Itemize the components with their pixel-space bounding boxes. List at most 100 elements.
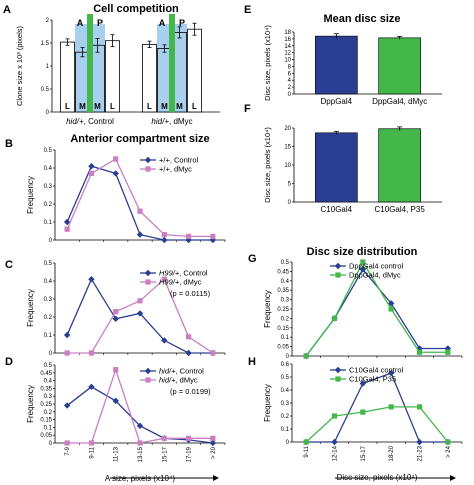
panel-b-ytick-label: 0.1 <box>44 220 53 226</box>
panel-d-point <box>185 435 192 441</box>
panel-f-ytick-label: 15 <box>284 145 291 151</box>
panel-a-top-label: A <box>77 18 84 28</box>
panel-f-bar <box>378 128 422 203</box>
panel-h-xtick-label: 9-11 <box>304 445 310 457</box>
panel-h-point <box>416 404 423 410</box>
panel-g-ytick-label: 0.1 <box>281 335 290 341</box>
panel-d-legend-label: hid/+, Control <box>159 367 204 376</box>
panel-c-ytick-label: 0.5 <box>44 261 53 267</box>
panel-e-category-label: DppGal4 <box>321 97 353 106</box>
panel-a-ap-boundary <box>169 14 175 112</box>
panel-b-point <box>88 170 95 176</box>
panel-b-series-line <box>66 165 213 241</box>
panel-c-point <box>63 331 71 339</box>
panel-d-ylabel: Frequency <box>26 385 35 423</box>
panel-c-legend-marker <box>145 279 151 285</box>
panel-b-point <box>185 233 192 239</box>
panel-c-point <box>88 350 95 356</box>
panel-d-xtick-label: 13-15 <box>138 446 144 462</box>
panel-c-point <box>136 310 144 317</box>
panel-d-ytick-label: 0.15 <box>40 418 52 424</box>
panel-g-point <box>360 259 366 265</box>
panel-e-ytick-label: 2 <box>288 85 292 91</box>
panel-h-series-line <box>306 372 448 443</box>
panel-letter-b: B <box>5 138 13 150</box>
panel-g-legend-marker <box>335 272 341 278</box>
panel-h-xlabel: Disc size, pixels (x10⁴) <box>337 473 418 482</box>
panel-d-point <box>209 439 217 447</box>
panel-e-ytick-label: 18 <box>284 30 291 36</box>
panel-d-xtick-label: 9-11 <box>89 446 95 458</box>
panel-a-bar-cat: M <box>79 102 86 111</box>
panel-a-group-label: hid/+, dMyc <box>151 117 192 126</box>
panel-d-ytick-label: 0.25 <box>40 402 52 408</box>
panel-d-legend-label: hid/+, dMyc <box>159 376 198 385</box>
panel-d-point <box>113 367 119 373</box>
panel-b-point <box>63 218 71 226</box>
panel-f-category-label: C10Gal4 <box>321 205 353 214</box>
panel-d-ytick-label: 0.35 <box>40 386 52 392</box>
panel-h-xtick-label: 12-14 <box>333 445 339 461</box>
panel-c-point <box>137 298 143 304</box>
panel-h-ytick-label: 0 <box>286 440 290 446</box>
panel-h-xtick-label: > 24 <box>446 445 452 458</box>
panel-d-point <box>88 440 95 446</box>
panel-h-xtick-label: 15-17 <box>361 445 367 461</box>
panel-c-ytick-label: 0.4 <box>44 279 53 285</box>
panel-b-ytick-label: 0.5 <box>44 148 53 154</box>
panel-e-ytick-label: 10 <box>284 58 291 64</box>
panel-b-legend-marker <box>144 156 152 164</box>
panel-a-ytick-label: 1 <box>46 64 50 70</box>
panel-d-ytick-label: 0.5 <box>44 363 53 369</box>
panel-letter-a: A <box>3 4 11 16</box>
panel-g-legend-label: DppGal4 control <box>349 262 404 271</box>
panel-h-series-line <box>305 406 449 443</box>
panel-f-ytick-label: 5 <box>288 182 292 188</box>
panel-g-point <box>303 353 309 359</box>
panel-c-point <box>210 350 216 356</box>
panel-b-point <box>209 236 217 244</box>
panel-d-ytick-label: 0.4 <box>44 379 53 385</box>
panel-a-bar-cat: M <box>94 102 101 111</box>
panel-a-bar-cat: L <box>65 102 70 111</box>
panel-d-ytick-label: 0 <box>49 441 53 447</box>
panel-a-ap-boundary <box>87 14 93 112</box>
panel-d-ytick-label: 0.3 <box>44 394 53 400</box>
panel-e-ytick-label: 12 <box>284 51 291 57</box>
panel-e-category-label: DppGal4, dMyc <box>372 97 427 106</box>
panel-h-legend-label: C10Gal4 control <box>349 366 404 375</box>
panel-h-xtick-label: 21-23 <box>418 445 424 461</box>
panel-e-ytick-label: 4 <box>288 78 292 84</box>
panel-g-series-line <box>305 268 448 357</box>
panel-d-ytick-label: 0.2 <box>44 410 53 416</box>
panel-g-ytick-label: 0.4 <box>281 279 290 285</box>
panel-e-ytick-label: 6 <box>288 71 292 77</box>
panel-h-point <box>387 369 395 377</box>
panel-b-point <box>161 232 167 238</box>
panel-g-point <box>387 300 395 307</box>
panel-h-point <box>360 409 366 415</box>
panel-h-x-arrowhead <box>450 475 456 481</box>
panel-letter-e: E <box>244 4 251 16</box>
panel-h-point <box>416 438 423 446</box>
panel-h-ytick-label: 0.4 <box>281 388 290 394</box>
panel-e-ytick-label: 0 <box>288 92 292 98</box>
panel-e-bar <box>378 37 422 95</box>
panel-e-ytick-label: 14 <box>284 44 291 50</box>
panel-c-annotation: (p = 0.0115) <box>170 289 211 298</box>
panel-a-ylabel: Clone size x 10³ (pixels) <box>15 25 24 106</box>
panel-c-point <box>185 349 192 357</box>
panel-e-ylabel: Disc size, pixels (x10⁴) <box>263 25 272 101</box>
panel-a-bar <box>187 28 202 113</box>
panel-g-point <box>416 349 423 355</box>
panel-c-ytick-label: 0 <box>49 351 53 357</box>
panel-b-legend-label: +/+, dMyc <box>159 165 192 174</box>
panel-a-top-label: P <box>97 18 103 28</box>
panel-d-legend-marker <box>144 367 152 375</box>
panel-g-ytick-label: 0.3 <box>281 298 290 304</box>
panel-h-ytick-label: 0.1 <box>281 427 290 433</box>
panel-letter-g: G <box>248 253 257 265</box>
panel-c-point <box>64 350 70 356</box>
panel-b-point <box>113 156 119 162</box>
